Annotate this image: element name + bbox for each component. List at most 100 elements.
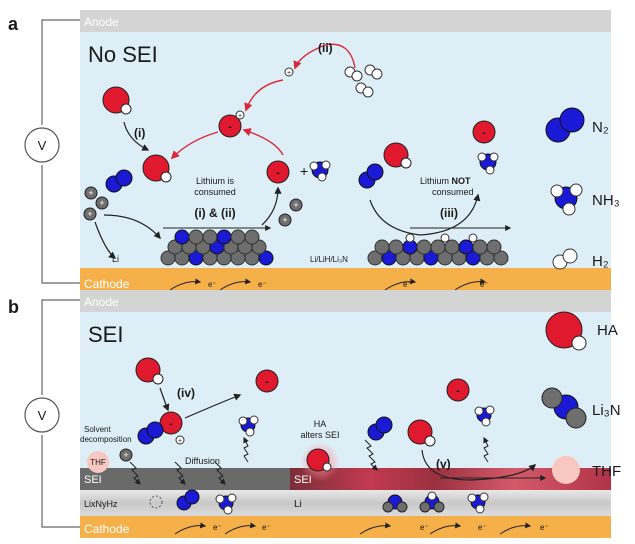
electrolyte-a <box>80 32 611 268</box>
diffusion-label: Diffusion <box>185 456 220 466</box>
red-arrow-2 <box>244 79 284 112</box>
electron-b-3: e⁻ <box>420 523 429 532</box>
anode-bar-a <box>80 10 611 32</box>
li-label-b: Li <box>294 499 302 510</box>
anion-a1: - <box>218 114 242 138</box>
n2-molecule-b1 <box>137 421 164 445</box>
li3n-b-in-li1 <box>382 494 408 513</box>
panel-a-title: No SEI <box>88 42 158 67</box>
svg-text:+: + <box>282 215 287 225</box>
anode-label-b: Anode <box>84 295 119 309</box>
ha-molecule-b3 <box>407 419 436 447</box>
arrow-v <box>421 449 537 481</box>
h-plus-a <box>235 110 245 120</box>
panel-b-letter: b <box>8 297 19 317</box>
panel-a-letter: a <box>8 14 19 34</box>
arrow-anion-b <box>184 393 242 419</box>
not-consumed-line1: Lithium NOT <box>420 176 471 186</box>
solvent-line1: Solvent <box>84 425 111 434</box>
li-ion-b1 <box>119 448 133 462</box>
electron-b-4: e⁻ <box>478 523 487 532</box>
nh3-b-in-li2 <box>467 492 489 514</box>
li-mix-label-a: Li/LiH/Li₃N <box>310 255 348 264</box>
step-iv-label: (iv) <box>177 386 195 400</box>
nh3-b-in-li <box>215 493 237 515</box>
legend-label-thf: THF <box>592 463 621 480</box>
anion-a2: - <box>266 160 290 184</box>
sei-layer-left <box>80 468 290 490</box>
panel-a: a Anode Cathode No SEI V <box>8 10 611 294</box>
legend-item-nh3: NH₃ <box>550 183 620 216</box>
electron-b-2: e⁻ <box>262 523 271 532</box>
li-ion-b-diffused <box>149 495 163 509</box>
n2-molecule-b2 <box>176 489 200 511</box>
ha-molecule-b2 <box>306 448 332 472</box>
arrow-iv <box>159 387 170 412</box>
nh3-molecule-b2 <box>474 405 495 427</box>
nh3-molecule-a2 <box>477 152 499 175</box>
electron-b-1: e⁻ <box>213 523 222 532</box>
panel-b-title: SEI <box>88 322 123 347</box>
diffusion-squiggle-3 <box>214 461 226 485</box>
plus-sign-a: + <box>300 163 308 179</box>
arrow-li-to-deposit <box>103 214 161 240</box>
svg-text:-: - <box>456 385 460 397</box>
consumed-line2: consumed <box>194 187 236 197</box>
svg-text:+: + <box>123 450 128 460</box>
lithium-deposit-right <box>367 233 509 266</box>
n2-molecule-a2 <box>358 163 384 189</box>
squiggle-up-b2 <box>483 436 489 463</box>
electron-b-5: e⁻ <box>540 523 549 532</box>
electron-arrows-a <box>169 278 487 291</box>
electron-a-2: e⁻ <box>258 280 267 289</box>
anion-b1: - <box>159 411 183 435</box>
arrow-to-anion <box>261 186 282 226</box>
voltmeter-b <box>24 397 60 433</box>
h-plus-a2 <box>284 67 294 77</box>
svg-text:+: + <box>99 198 104 208</box>
electron-a-4: e⁻ <box>480 280 489 289</box>
sei-left-label: SEI <box>84 474 102 486</box>
legend-label-nh3: NH₃ <box>592 192 620 209</box>
ha-molecule-b1 <box>135 357 164 385</box>
nh3-molecule-a1 <box>309 160 331 182</box>
ha-alters-line1: HA <box>314 419 327 429</box>
li3n-b-in-li2 <box>419 491 445 513</box>
squiggle-up-b1 <box>243 436 249 463</box>
legend-item-n2: N₂ <box>545 107 609 143</box>
red-arrow-ii <box>293 43 356 70</box>
nh3-molecule-b1 <box>238 415 259 437</box>
cathode-bar-a <box>80 268 611 294</box>
ha-alters-line2: alters SEI <box>300 430 339 440</box>
electron-a-1: e⁻ <box>208 280 217 289</box>
anion-b3: - <box>446 378 470 402</box>
cathode-label-a: Cathode <box>84 277 130 291</box>
legend-item-li3n: Li₃N <box>541 387 621 429</box>
li-ions-a2: + + <box>278 198 303 227</box>
svg-text:-: - <box>228 121 232 133</box>
circuit-wire-a <box>41 19 80 284</box>
circuit-wire-b <box>41 299 80 528</box>
legend-item-thf: THF <box>552 456 621 484</box>
voltmeter-b-label: V <box>38 408 47 423</box>
n2-molecule-a1 <box>105 169 133 193</box>
voltmeter-a-label: V <box>38 138 47 153</box>
cathode-bar-b <box>80 516 611 538</box>
step-ii-label: (ii) <box>318 41 333 55</box>
thf-molecule-b <box>87 451 109 473</box>
electron-arrows-b <box>174 522 532 535</box>
svg-text:+: + <box>238 113 242 120</box>
diffusion-squiggle-2 <box>174 461 186 485</box>
legend-label-h2: H₂ <box>592 253 609 270</box>
svg-text:-: - <box>482 127 486 139</box>
svg-text:+: + <box>287 70 291 77</box>
h2-molecules-a <box>344 64 383 98</box>
ha-molecule-a3 <box>383 142 412 169</box>
anion-b2: - <box>255 369 279 393</box>
panel-b: b Anode SEI SEI SEI LixNyHz Li Cathode V… <box>8 290 611 538</box>
arrow-iii-left <box>369 199 421 236</box>
legend: N₂ NH₃ H₂ HA Li₃N THF <box>541 107 621 484</box>
svg-text:-: - <box>265 376 269 388</box>
solvent-line2: decomposition <box>80 435 132 444</box>
